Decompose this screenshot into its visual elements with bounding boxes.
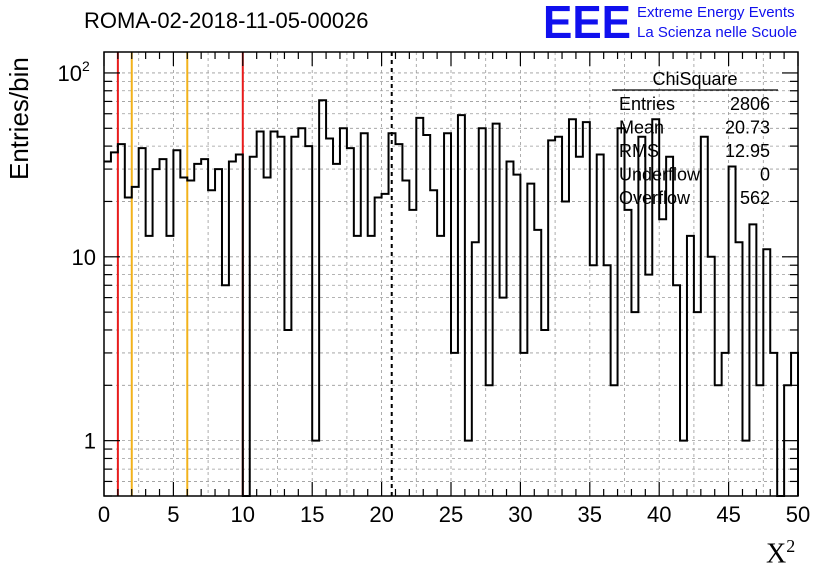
stats-value: 2806 bbox=[730, 94, 770, 114]
y-tick-label-exponent: 2 bbox=[82, 58, 90, 74]
y-tick-label: 10 bbox=[72, 245, 96, 270]
logo-subtitle-2: La Scienza nelle Scuole bbox=[637, 24, 798, 41]
y-tick-label: 1 bbox=[84, 429, 96, 454]
x-tick-label: 10 bbox=[231, 502, 255, 527]
stats-label: Entries bbox=[619, 94, 675, 114]
eee-logo: EEE bbox=[543, 0, 631, 44]
stats-value: 12.95 bbox=[725, 141, 770, 161]
stats-title: ChiSquare bbox=[652, 69, 737, 89]
x-axis-label-exponent: 2 bbox=[786, 536, 796, 556]
logo-subtitle-1: Extreme Energy Events bbox=[637, 4, 795, 21]
x-axis-label: X2 bbox=[766, 536, 795, 570]
x-tick-label: 0 bbox=[98, 502, 110, 527]
x-tick-label: 45 bbox=[716, 502, 740, 527]
stats-label: Mean bbox=[619, 118, 664, 138]
chart-title: ROMA-02-2018-11-05-00026 bbox=[84, 8, 369, 33]
x-tick-label: 25 bbox=[439, 502, 463, 527]
x-tick-label: 40 bbox=[647, 502, 671, 527]
stats-box: ChiSquare Entries 2806 Mean 20.73 RMS 12.95 Und… bbox=[612, 69, 778, 208]
x-tick-label: 5 bbox=[167, 502, 179, 527]
stats-label: RMS bbox=[619, 141, 659, 161]
histogram-outline bbox=[104, 99, 799, 497]
y-tick-label: 10 bbox=[58, 61, 82, 86]
x-tick-label: 50 bbox=[786, 502, 810, 527]
axis-ticks bbox=[103, 52, 799, 497]
x-tick-label: 15 bbox=[300, 502, 324, 527]
eee-logo-text: EEE bbox=[543, 0, 631, 44]
stats-value: 0 bbox=[760, 165, 770, 185]
x-tick-label: 20 bbox=[369, 502, 393, 527]
vertical-marker-lines bbox=[116, 52, 393, 496]
stats-value: 20.73 bbox=[725, 118, 770, 138]
x-tick-label: 30 bbox=[508, 502, 532, 527]
stats-value: 562 bbox=[740, 188, 770, 208]
stats-label: Underflow bbox=[619, 165, 701, 185]
stats-label: Overflow bbox=[619, 188, 691, 208]
x-tick-label: 35 bbox=[578, 502, 602, 527]
x-axis-label-text: X bbox=[766, 538, 787, 570]
